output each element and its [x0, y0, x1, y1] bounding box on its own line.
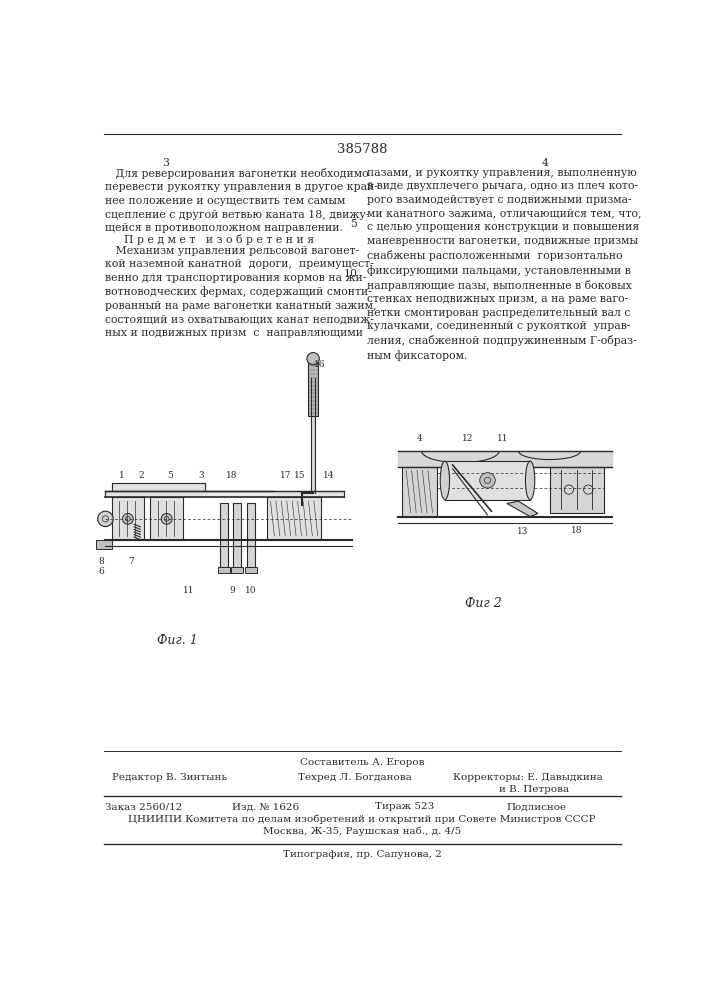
Text: Фиг. 1: Фиг. 1 — [157, 634, 198, 647]
Circle shape — [282, 503, 313, 534]
Text: 1: 1 — [119, 471, 124, 480]
Bar — [218, 567, 230, 573]
Text: Типография, пр. Сапунова, 2: Типография, пр. Сапунова, 2 — [283, 850, 441, 859]
Bar — [220, 503, 228, 567]
Ellipse shape — [525, 461, 534, 500]
Text: 11: 11 — [183, 586, 195, 595]
Bar — [233, 503, 241, 567]
Text: 9: 9 — [229, 586, 235, 595]
Text: Механизм управления рельсовой вагонет-
кой наземной канатной  дороги,  преимущес: Механизм управления рельсовой вагонет- к… — [105, 246, 377, 338]
Text: 2: 2 — [139, 471, 144, 480]
Text: Для реверсирования вагонетки необходимо
перевести рукоятку управления в другое к: Для реверсирования вагонетки необходимо … — [105, 168, 378, 233]
Text: П р е д м е т   и з о б р е т е н и я: П р е д м е т и з о б р е т е н и я — [124, 234, 314, 245]
Text: 8: 8 — [98, 557, 104, 566]
Text: ЦНИИПИ Комитета по делам изобретений и открытий при Совете Министров СССР: ЦНИИПИ Комитета по делам изобретений и о… — [128, 815, 596, 824]
Bar — [267, 497, 321, 540]
Text: Изд. № 1626: Изд. № 1626 — [232, 802, 299, 811]
Text: 10: 10 — [344, 269, 357, 279]
Text: Корректоры: Е. Давыдкина: Корректоры: Е. Давыдкина — [452, 773, 602, 782]
Bar — [112, 497, 144, 540]
Circle shape — [291, 513, 304, 525]
Bar — [445, 461, 530, 500]
Text: 14: 14 — [323, 471, 334, 480]
Text: Тираж 523: Тираж 523 — [375, 802, 434, 811]
Text: 5: 5 — [351, 219, 357, 229]
Text: 16: 16 — [314, 360, 325, 369]
Text: 385788: 385788 — [337, 143, 387, 156]
Polygon shape — [507, 501, 538, 517]
Circle shape — [307, 353, 320, 365]
Circle shape — [161, 513, 172, 524]
Text: Редактор В. Зинтынь: Редактор В. Зинтынь — [112, 773, 227, 782]
Text: Фиг 2: Фиг 2 — [465, 597, 502, 610]
Text: Заказ 2560/12: Заказ 2560/12 — [105, 802, 183, 811]
Text: Техред Л. Богданова: Техред Л. Богданова — [298, 773, 411, 782]
Text: 5: 5 — [167, 471, 173, 480]
Text: 6: 6 — [98, 567, 104, 576]
Bar — [549, 466, 604, 513]
Circle shape — [98, 511, 113, 527]
Bar — [247, 503, 255, 567]
Text: 12: 12 — [462, 434, 474, 443]
Text: 7: 7 — [128, 557, 134, 566]
Text: 10: 10 — [245, 586, 257, 595]
Bar — [96, 540, 112, 549]
Text: 3: 3 — [163, 158, 170, 168]
Bar — [151, 497, 183, 540]
Text: 17: 17 — [280, 471, 292, 480]
Text: 4: 4 — [542, 158, 549, 168]
Bar — [402, 466, 437, 517]
Bar — [231, 567, 243, 573]
Ellipse shape — [440, 461, 450, 500]
Text: 3: 3 — [198, 471, 204, 480]
Text: и В. Петрова: и В. Петрова — [499, 785, 569, 794]
Bar — [308, 363, 317, 416]
Circle shape — [122, 513, 134, 524]
Circle shape — [480, 473, 495, 488]
Text: 18: 18 — [571, 526, 583, 535]
Text: Подлисное: Подлисное — [507, 802, 567, 811]
Text: 4: 4 — [416, 434, 422, 443]
Text: Москва, Ж-35, Раушская наб., д. 4/5: Москва, Ж-35, Раушская наб., д. 4/5 — [263, 827, 461, 836]
Text: 15: 15 — [294, 471, 305, 480]
Text: 11: 11 — [497, 434, 509, 443]
Text: Составитель А. Егоров: Составитель А. Егоров — [300, 758, 424, 767]
Text: 18: 18 — [226, 471, 238, 480]
Text: пазами, и рукоятку управления, выполненную
в виде двухплечего рычага, одно из пл: пазами, и рукоятку управления, выполненн… — [368, 168, 642, 361]
Bar — [245, 567, 257, 573]
Text: 13: 13 — [517, 527, 528, 536]
